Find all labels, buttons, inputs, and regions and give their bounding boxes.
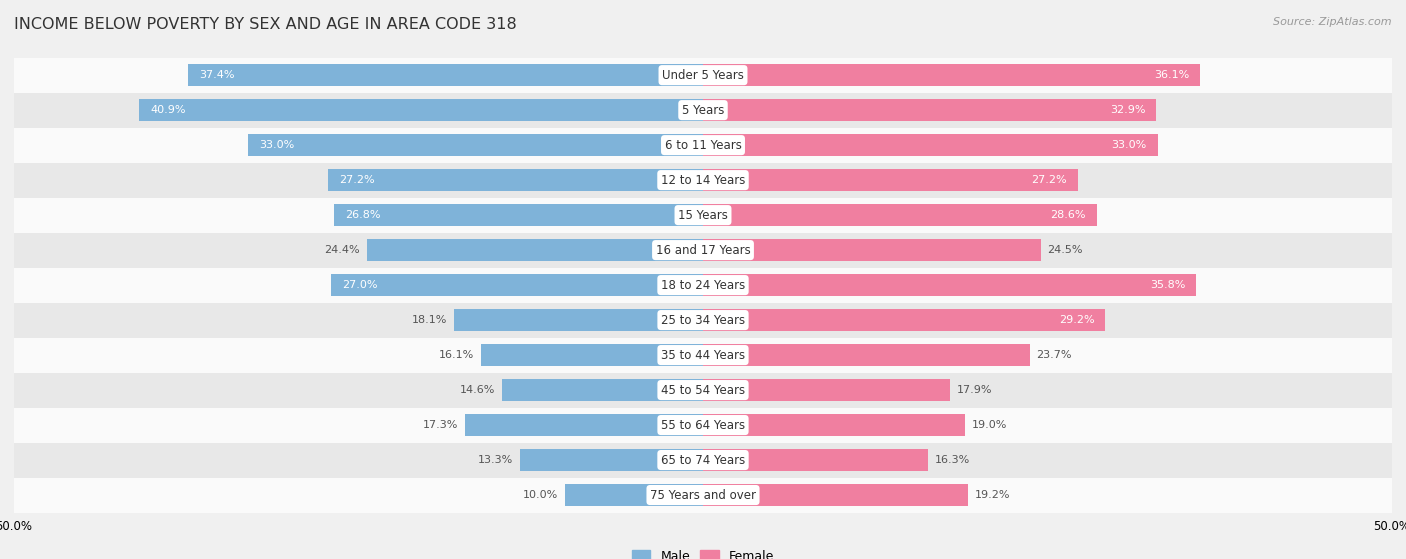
Text: 12 to 14 Years: 12 to 14 Years	[661, 174, 745, 187]
Text: 27.0%: 27.0%	[342, 280, 377, 290]
Bar	[703, 100, 1156, 121]
Bar	[14, 198, 1392, 233]
Bar	[14, 302, 1392, 338]
Text: 16.1%: 16.1%	[439, 350, 474, 360]
Bar	[703, 274, 1197, 296]
Text: 37.4%: 37.4%	[198, 70, 235, 80]
Bar	[14, 477, 1392, 513]
Bar	[464, 414, 703, 436]
Text: 33.0%: 33.0%	[1111, 140, 1147, 150]
Text: 26.8%: 26.8%	[344, 210, 380, 220]
Bar	[187, 64, 703, 86]
Bar	[328, 169, 703, 191]
Bar	[14, 163, 1392, 198]
Text: 27.2%: 27.2%	[339, 175, 375, 185]
Text: 27.2%: 27.2%	[1031, 175, 1067, 185]
Text: 10.0%: 10.0%	[523, 490, 558, 500]
Text: 35.8%: 35.8%	[1150, 280, 1185, 290]
Text: Under 5 Years: Under 5 Years	[662, 69, 744, 82]
Text: 24.5%: 24.5%	[1047, 245, 1083, 255]
Bar	[14, 127, 1392, 163]
Text: 35 to 44 Years: 35 to 44 Years	[661, 349, 745, 362]
Bar	[703, 169, 1078, 191]
Bar	[703, 449, 928, 471]
Bar	[703, 484, 967, 506]
Bar	[703, 204, 1097, 226]
Text: 36.1%: 36.1%	[1154, 70, 1189, 80]
Bar	[703, 134, 1157, 156]
Bar	[565, 484, 703, 506]
Text: 45 to 54 Years: 45 to 54 Years	[661, 383, 745, 396]
Text: 19.2%: 19.2%	[974, 490, 1010, 500]
Text: 5 Years: 5 Years	[682, 103, 724, 117]
Bar	[703, 64, 1201, 86]
Text: 17.3%: 17.3%	[422, 420, 458, 430]
Text: 65 to 74 Years: 65 to 74 Years	[661, 453, 745, 467]
Text: 29.2%: 29.2%	[1059, 315, 1094, 325]
Bar	[703, 344, 1029, 366]
Bar	[367, 239, 703, 261]
Text: 23.7%: 23.7%	[1036, 350, 1071, 360]
Text: 55 to 64 Years: 55 to 64 Years	[661, 419, 745, 432]
Bar	[333, 204, 703, 226]
Bar	[703, 239, 1040, 261]
Bar	[703, 414, 965, 436]
Text: INCOME BELOW POVERTY BY SEX AND AGE IN AREA CODE 318: INCOME BELOW POVERTY BY SEX AND AGE IN A…	[14, 17, 517, 32]
Text: 15 Years: 15 Years	[678, 209, 728, 221]
Text: 25 to 34 Years: 25 to 34 Years	[661, 314, 745, 326]
Text: 75 Years and over: 75 Years and over	[650, 489, 756, 501]
Text: 14.6%: 14.6%	[460, 385, 495, 395]
Bar	[14, 372, 1392, 408]
Text: 28.6%: 28.6%	[1050, 210, 1085, 220]
Bar	[520, 449, 703, 471]
Legend: Male, Female: Male, Female	[627, 544, 779, 559]
Text: 16 and 17 Years: 16 and 17 Years	[655, 244, 751, 257]
Bar	[14, 443, 1392, 477]
Bar	[703, 309, 1105, 331]
Text: 40.9%: 40.9%	[150, 105, 186, 115]
Bar	[249, 134, 703, 156]
Text: 18.1%: 18.1%	[412, 315, 447, 325]
Bar	[14, 58, 1392, 93]
Bar	[454, 309, 703, 331]
Text: 16.3%: 16.3%	[935, 455, 970, 465]
Text: 33.0%: 33.0%	[259, 140, 295, 150]
Text: 19.0%: 19.0%	[972, 420, 1007, 430]
Text: 17.9%: 17.9%	[956, 385, 993, 395]
Bar	[139, 100, 703, 121]
Text: 18 to 24 Years: 18 to 24 Years	[661, 278, 745, 292]
Text: Source: ZipAtlas.com: Source: ZipAtlas.com	[1274, 17, 1392, 27]
Bar	[14, 233, 1392, 268]
Bar	[481, 344, 703, 366]
Text: 32.9%: 32.9%	[1109, 105, 1146, 115]
Bar	[330, 274, 703, 296]
Bar	[14, 408, 1392, 443]
Text: 6 to 11 Years: 6 to 11 Years	[665, 139, 741, 151]
Bar	[14, 93, 1392, 127]
Bar	[14, 268, 1392, 302]
Bar	[703, 379, 949, 401]
Text: 24.4%: 24.4%	[325, 245, 360, 255]
Bar	[502, 379, 703, 401]
Bar	[14, 338, 1392, 372]
Text: 13.3%: 13.3%	[478, 455, 513, 465]
